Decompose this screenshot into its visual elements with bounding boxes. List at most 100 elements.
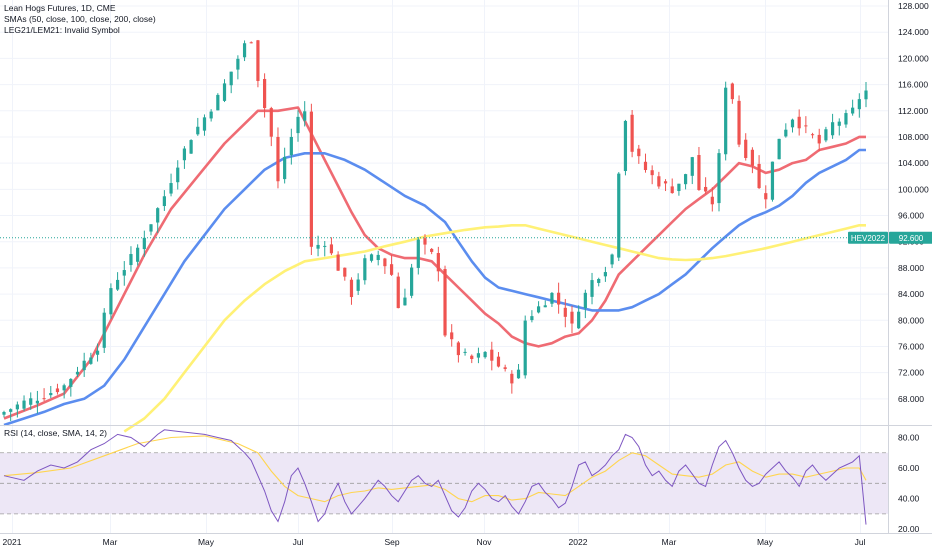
time-axis-labels: 2021 Mar May Jul Sep Nov 2022 Mar May Jul xyxy=(3,537,866,547)
candle-body xyxy=(844,113,848,125)
candle-body xyxy=(610,254,614,265)
candle-body xyxy=(149,224,153,232)
candle-body xyxy=(617,173,621,258)
candle-body xyxy=(263,78,267,109)
price-axis-label: 68.000 xyxy=(898,394,924,404)
candle-body xyxy=(790,119,795,128)
candle-body xyxy=(750,149,755,166)
candle-body xyxy=(597,279,601,283)
candle-body xyxy=(49,393,53,396)
time-axis-label: Jul xyxy=(293,537,304,547)
candle-body xyxy=(677,183,681,192)
candle-body xyxy=(744,139,748,158)
sma-line-sma-50 xyxy=(3,106,866,420)
candle-body xyxy=(336,254,340,271)
sma-line-sma-100 xyxy=(3,148,866,427)
candle-body xyxy=(309,111,313,247)
candle-body xyxy=(369,254,374,261)
price-axis-label: 72.000 xyxy=(898,368,924,378)
candle-body xyxy=(410,267,414,296)
rsi-pane[interactable] xyxy=(0,425,932,525)
candle-body xyxy=(102,312,106,348)
candle-body xyxy=(42,398,46,400)
candle-body xyxy=(323,245,327,247)
candle-body xyxy=(75,371,80,375)
candle-body xyxy=(804,125,808,127)
candle-body xyxy=(109,288,113,315)
candle-body xyxy=(697,155,701,190)
time-axis-label: Mar xyxy=(103,537,118,547)
candle-body xyxy=(730,83,734,100)
candle-body xyxy=(456,342,460,356)
candle-body xyxy=(770,161,775,200)
candle-body xyxy=(9,409,13,412)
candle-body xyxy=(396,276,400,309)
candle-body xyxy=(436,253,440,272)
candle-body xyxy=(657,176,661,187)
candle-body xyxy=(136,247,140,262)
price-axis-label: 84.000 xyxy=(898,289,924,299)
candle-body xyxy=(216,94,220,111)
candle-body xyxy=(196,126,200,135)
candle-body xyxy=(296,116,300,134)
candle-body xyxy=(810,134,815,136)
sma-line-sma-200 xyxy=(123,224,866,433)
rsi-legend[interactable]: RSI (14, close, SMA, 14, 2) xyxy=(4,428,107,439)
price-axis-label: 112.000 xyxy=(898,106,928,116)
price-axis-label: 76.000 xyxy=(898,341,924,351)
time-axis-label: Mar xyxy=(662,537,677,547)
time-axis-label: 2021 xyxy=(3,537,22,547)
rsi-axis-label: 40.00 xyxy=(898,494,920,504)
price-axis-label: 128.000 xyxy=(898,1,929,11)
rsi-axis-label: 20.00 xyxy=(898,524,920,534)
candle-body xyxy=(236,58,240,70)
vertical-grid xyxy=(12,0,861,533)
price-tag-value: 92.600 xyxy=(899,234,924,243)
candle-body xyxy=(169,183,173,194)
candle-body xyxy=(329,244,334,254)
price-axis-label: 88.000 xyxy=(898,263,924,273)
price-axis-label: 116.000 xyxy=(898,80,928,90)
candle-body xyxy=(704,186,708,192)
symbol-title[interactable]: Lean Hogs Futures, 1D, CME xyxy=(4,3,116,13)
candle-body xyxy=(857,99,861,110)
candle-body xyxy=(450,332,454,340)
candle-body xyxy=(864,90,868,100)
main-legend[interactable]: Lean Hogs Futures, 1D, CME SMAs (50, clo… xyxy=(4,3,156,36)
price-axis[interactable]: 68.00072.00076.00080.00084.00088.00092.0… xyxy=(848,0,932,534)
time-axis[interactable]: 2021 Mar May Jul Sep Nov 2022 Mar May Jul xyxy=(0,533,932,548)
candle-body xyxy=(623,120,628,172)
spread-indicator-label[interactable]: LEG21/LEM21: Invalid Symbol xyxy=(4,25,120,35)
candle-body xyxy=(383,258,387,267)
candle-body xyxy=(389,264,394,275)
candle-body xyxy=(202,117,207,131)
candle-body xyxy=(95,350,100,355)
candle-body xyxy=(784,129,788,137)
main-pane[interactable] xyxy=(0,0,888,533)
rsi-lines xyxy=(3,429,867,525)
candle-body xyxy=(229,71,233,86)
candle-body xyxy=(182,148,187,161)
rsi-indicator-label[interactable]: RSI (14, close, SMA, 14, 2) xyxy=(4,428,107,438)
candle-body xyxy=(577,311,581,329)
candle-body xyxy=(557,292,561,305)
candle-body xyxy=(637,148,641,157)
rsi-axis-label: 80.00 xyxy=(898,432,920,442)
candle-body xyxy=(583,292,587,309)
candle-body xyxy=(35,400,40,404)
candle-body xyxy=(423,238,427,245)
candle-body xyxy=(663,181,668,184)
price-axis-label: 120.000 xyxy=(898,53,929,63)
candle-body xyxy=(349,279,354,298)
sma-indicator-label[interactable]: SMAs (50, close, 100, close, 200, close) xyxy=(4,14,156,24)
rsi-series-rsi xyxy=(3,429,867,525)
candle-body xyxy=(89,357,93,364)
candle-body xyxy=(483,351,487,358)
candle-body xyxy=(363,258,367,281)
candle-body xyxy=(764,193,768,200)
rsi-axis-label: 60.00 xyxy=(898,463,920,473)
candle-body xyxy=(15,404,19,410)
candle-body xyxy=(289,136,293,155)
candle-body xyxy=(209,111,213,119)
